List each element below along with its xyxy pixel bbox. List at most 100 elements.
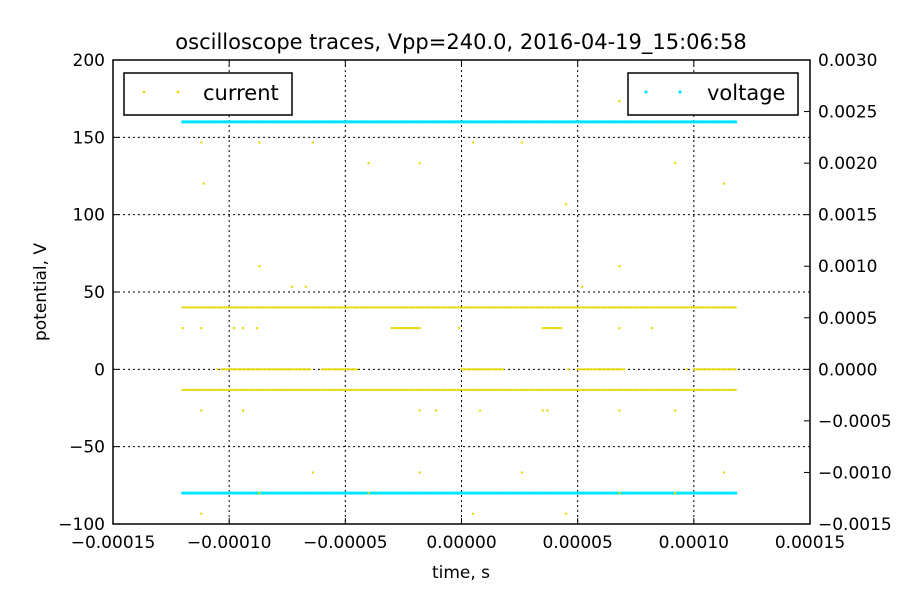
voltage-point <box>458 120 462 124</box>
voltage-point <box>296 120 300 124</box>
current-point <box>548 326 551 330</box>
current-point <box>411 326 414 330</box>
voltage-point <box>292 491 296 495</box>
current-point <box>507 388 511 392</box>
voltage-point <box>229 120 233 124</box>
voltage-point <box>188 120 192 124</box>
voltage-point <box>597 120 601 124</box>
current-point <box>543 326 547 330</box>
current-point <box>650 326 654 330</box>
voltage-point <box>264 491 268 495</box>
voltage-point <box>727 491 731 495</box>
current-point <box>549 388 552 392</box>
voltage-point <box>437 491 442 495</box>
current-point <box>276 388 279 392</box>
voltage-point <box>553 491 557 495</box>
voltage-point <box>449 491 453 495</box>
voltage-point <box>393 120 398 124</box>
current-point <box>497 368 500 371</box>
voltage-point <box>479 120 483 124</box>
current-point <box>468 306 471 309</box>
voltage-point <box>273 491 277 495</box>
y-tick-label: 100 <box>73 206 105 226</box>
current-point <box>195 388 198 392</box>
current-point <box>595 306 599 309</box>
current-point <box>227 388 231 392</box>
current-point <box>188 388 191 392</box>
voltage-point <box>724 491 728 495</box>
voltage-point <box>717 491 722 495</box>
voltage-point <box>671 120 675 124</box>
current-point <box>706 306 710 309</box>
current-point <box>616 306 619 309</box>
current-point <box>564 512 568 515</box>
x-tick-label: 0.00015 <box>775 533 845 553</box>
current-point <box>239 306 242 309</box>
voltage-point <box>194 120 199 124</box>
voltage-point <box>336 120 340 124</box>
current-point <box>232 368 235 371</box>
current-point <box>395 326 398 330</box>
current-point <box>599 368 603 371</box>
voltage-point <box>463 491 467 495</box>
voltage-point <box>629 120 634 124</box>
voltage-point <box>303 491 307 495</box>
current-point <box>613 368 616 371</box>
voltage-point <box>363 120 368 124</box>
current-point <box>313 388 316 392</box>
voltage-point <box>576 491 580 495</box>
current-point <box>585 368 589 371</box>
voltage-point <box>338 491 342 495</box>
current-point <box>618 265 621 268</box>
current-point <box>336 388 339 392</box>
current-point <box>520 141 524 144</box>
current-point <box>715 368 719 371</box>
voltage-point <box>192 491 196 495</box>
current-point <box>285 306 289 309</box>
current-point <box>713 306 717 309</box>
current-point <box>216 388 219 392</box>
voltage-point <box>639 120 643 124</box>
current-point <box>195 306 198 309</box>
voltage-point <box>211 491 215 495</box>
voltage-point <box>266 120 270 124</box>
voltage-point <box>558 120 562 124</box>
current-point <box>193 306 196 309</box>
voltage-point <box>243 491 247 495</box>
current-point <box>537 388 541 392</box>
voltage-point <box>231 491 236 495</box>
voltage-point <box>324 120 328 124</box>
voltage-point <box>558 491 562 495</box>
current-point <box>674 306 677 309</box>
current-point <box>332 368 335 371</box>
current-point <box>255 306 258 309</box>
current-point <box>457 326 461 330</box>
current-point <box>294 306 298 309</box>
voltage-point <box>331 491 335 495</box>
current-point <box>618 326 621 330</box>
x-tick-label: 0.00000 <box>426 533 496 553</box>
voltage-point <box>315 120 319 124</box>
current-point <box>674 409 677 412</box>
current-point <box>348 388 351 392</box>
current-point <box>257 306 261 309</box>
voltage-point <box>407 491 412 495</box>
voltage-point <box>289 120 294 124</box>
current-point <box>597 368 600 371</box>
voltage-point <box>444 491 449 495</box>
current-point <box>253 388 256 392</box>
current-point <box>653 306 656 309</box>
current-point <box>318 388 321 392</box>
current-point <box>512 388 515 392</box>
voltage-point <box>410 491 414 495</box>
current-point <box>227 368 231 371</box>
current-point <box>618 491 621 495</box>
current-point <box>683 388 686 392</box>
current-point <box>408 388 411 392</box>
current-point <box>264 306 268 309</box>
current-point <box>418 471 421 474</box>
current-point <box>674 161 677 165</box>
current-point <box>718 368 721 371</box>
voltage-point <box>523 491 527 495</box>
current-point <box>225 306 228 309</box>
